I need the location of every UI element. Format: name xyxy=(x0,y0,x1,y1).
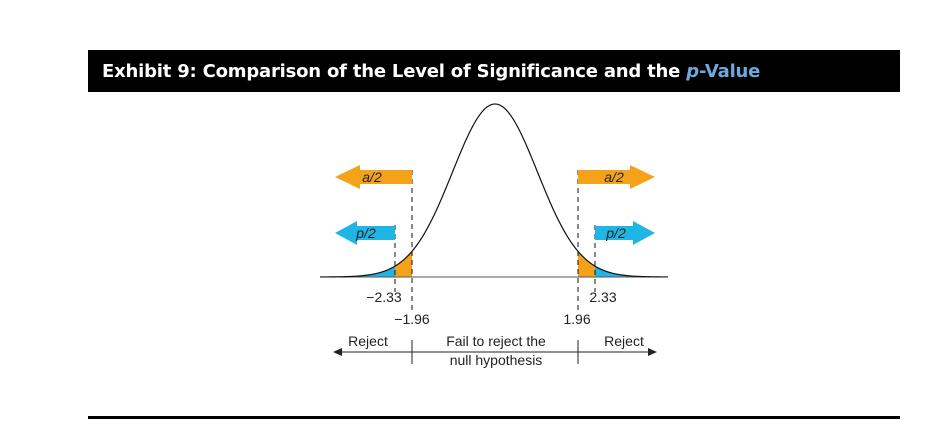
alpha-right-arrow xyxy=(578,165,655,189)
title-accent-italic: p xyxy=(686,60,699,82)
alpha-left-region xyxy=(395,251,412,277)
title-prefix: Exhibit 9: Comparison of the Level of Si… xyxy=(102,60,687,82)
title-accent-rest: -Value xyxy=(698,60,761,82)
p-right-arrow xyxy=(595,221,655,245)
decision-arrow-left-head xyxy=(333,348,342,356)
tick-label-pos-233: 2.33 xyxy=(589,289,616,305)
tick-label-neg-196: −1.96 xyxy=(394,311,430,327)
p-value-right-tail xyxy=(595,266,660,277)
p-right-label: p/2 xyxy=(605,225,626,241)
reject-left-label: Reject xyxy=(348,333,388,349)
decision-arrow-right-head xyxy=(648,348,657,356)
exhibit-title-bar: Exhibit 9: Comparison of the Level of Si… xyxy=(88,50,900,92)
p-value-left-tail xyxy=(330,266,395,277)
alpha-right-region xyxy=(578,251,595,277)
alpha-right-label: a/2 xyxy=(604,169,624,185)
exhibit-title: Exhibit 9: Comparison of the Level of Si… xyxy=(88,61,760,82)
bottom-rule xyxy=(88,416,900,419)
fail-to-reject-label-line1: Fail to reject the xyxy=(446,333,546,349)
normal-curve xyxy=(320,103,669,278)
alpha-left-arrow xyxy=(335,165,412,189)
tick-label-pos-196: 1.96 xyxy=(563,311,590,327)
p-left-label: p/2 xyxy=(355,225,376,241)
p-left-arrow xyxy=(335,221,395,245)
reject-right-label: Reject xyxy=(604,333,644,349)
fail-to-reject-label-line2: null hypothesis xyxy=(450,352,543,368)
tick-label-neg-233: −2.33 xyxy=(366,289,402,305)
alpha-left-label: a/2 xyxy=(362,169,382,185)
